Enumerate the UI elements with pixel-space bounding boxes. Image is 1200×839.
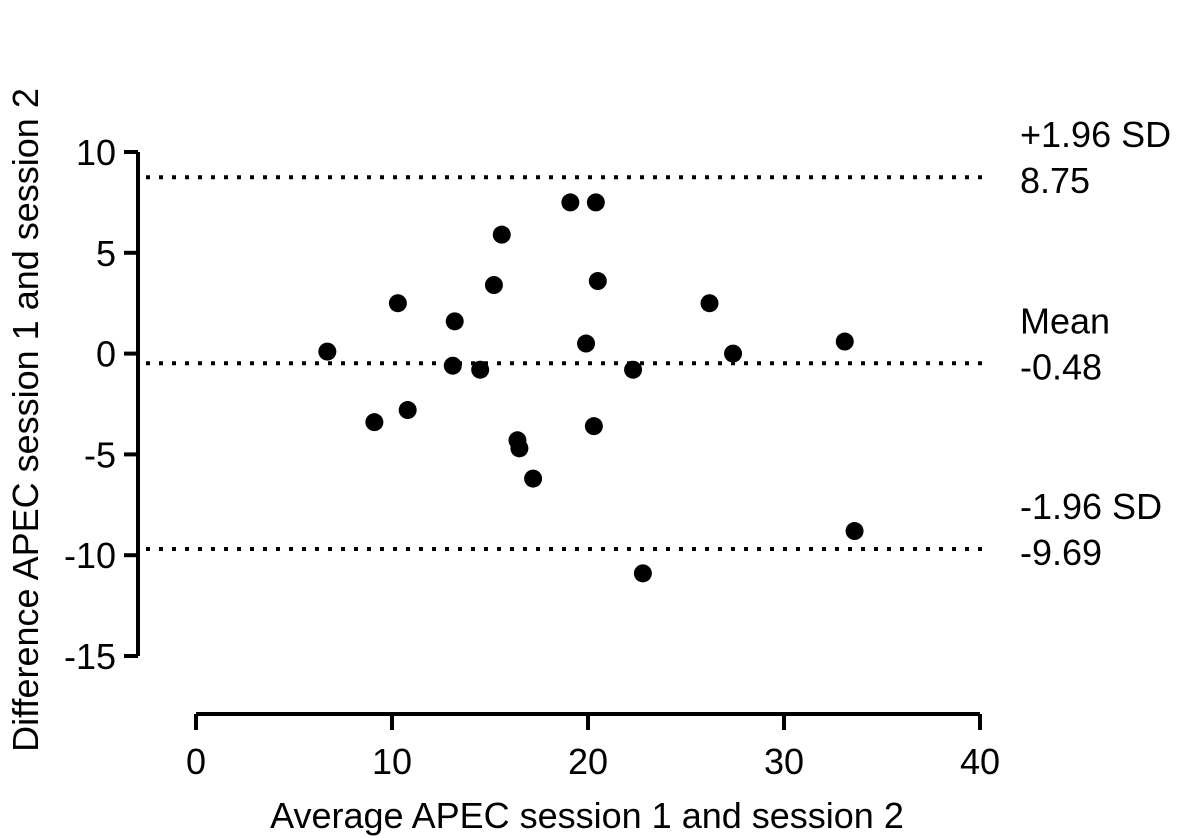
reference-line-value: 8.75 [1020,160,1090,201]
data-point [398,401,417,420]
data-point [586,193,605,212]
y-tick-label: -15 [64,636,116,677]
y-tick-label: 5 [96,233,116,274]
data-points [318,193,864,583]
data-point [588,272,607,291]
data-point [318,342,337,361]
data-point [524,469,543,488]
data-point [845,522,864,541]
reference-line-label: +1.96 SD [1020,114,1171,155]
data-point [700,294,719,313]
data-point [624,360,643,379]
data-point [510,439,529,458]
data-point [835,332,854,351]
x-tick-label: 40 [960,741,1000,782]
reference-labels: +1.96 SD 8.75 Mean -0.48 -1.96 SD -9.69 [1020,114,1171,573]
data-point [561,193,580,212]
y-tick-label: 0 [96,334,116,375]
reference-lines [146,175,990,551]
y-axis-title: Difference APEC session 1 and session 2 [5,88,46,752]
data-point [443,356,462,375]
reference-line-label: Mean [1020,300,1110,341]
x-axis: 0 10 20 30 40 [186,712,1000,782]
x-tick-label: 10 [372,741,412,782]
y-tick-label: -5 [84,434,116,475]
data-point [584,417,603,436]
reference-line-value: -9.69 [1020,532,1102,573]
x-tick-label: 30 [764,741,804,782]
data-point [492,225,511,244]
x-tick-label: 20 [568,741,608,782]
data-point [484,276,503,295]
x-tick-label: 0 [186,741,206,782]
data-point [471,360,490,379]
data-point [724,344,743,363]
data-point [388,294,407,313]
data-point [445,312,464,331]
data-point [365,413,384,432]
reference-line-value: -0.48 [1020,346,1102,387]
y-tick-label: -10 [64,535,116,576]
reference-line-label: -1.96 SD [1020,486,1162,527]
x-axis-title: Average APEC session 1 and session 2 [270,795,904,836]
data-point [633,564,652,583]
y-tick-label: 10 [76,132,116,173]
y-axis: 10 5 0 -5 -10 -15 [64,132,140,677]
data-point [577,334,596,353]
